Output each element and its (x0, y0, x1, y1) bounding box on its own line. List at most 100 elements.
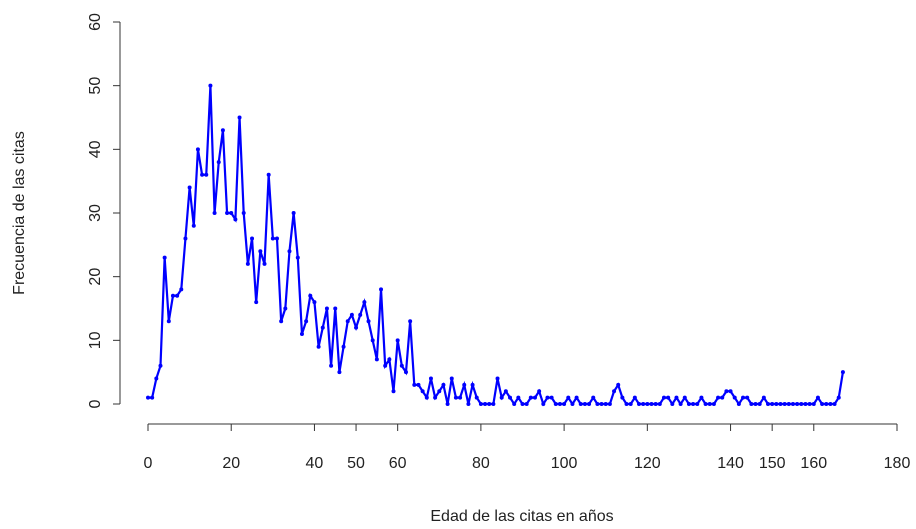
data-line (148, 85, 844, 407)
data-point (462, 382, 467, 387)
data-point (433, 395, 438, 400)
data-point (175, 293, 180, 298)
data-point (695, 402, 700, 406)
data-point (162, 255, 167, 260)
data-point (628, 402, 633, 406)
x-tick-label: 50 (347, 455, 365, 472)
x-tick-label: 180 (884, 455, 911, 472)
data-point (603, 402, 608, 406)
data-point (711, 402, 716, 406)
data-point (503, 389, 508, 394)
data-point (537, 389, 542, 394)
data-point (225, 211, 230, 215)
data-point (387, 357, 392, 362)
data-point (428, 376, 433, 381)
data-point (320, 325, 325, 330)
data-point (170, 293, 175, 298)
data-point (308, 293, 313, 298)
data-point (770, 402, 775, 406)
data-point (782, 402, 787, 406)
data-point (187, 185, 192, 190)
data-point (666, 395, 671, 400)
y-tick-label: 60 (87, 13, 104, 31)
data-point (358, 312, 363, 317)
data-point (483, 402, 488, 406)
x-tick-label: 40 (306, 455, 324, 472)
data-point (258, 249, 263, 254)
data-point (582, 402, 587, 406)
data-point (403, 370, 408, 375)
data-point (158, 363, 163, 368)
data-point (191, 223, 196, 228)
data-point (229, 211, 234, 215)
data-point (395, 338, 400, 343)
data-point (204, 172, 209, 177)
data-point (811, 402, 816, 406)
data-point (545, 395, 550, 400)
data-point (541, 402, 546, 406)
data-point (591, 395, 596, 400)
data-point (732, 395, 737, 400)
data-point (337, 370, 342, 375)
data-point (587, 402, 592, 406)
data-point (661, 395, 666, 400)
data-point (766, 402, 771, 406)
data-point (741, 395, 746, 400)
data-point (524, 402, 529, 406)
data-point (508, 395, 513, 400)
data-point (815, 395, 820, 400)
data-point (790, 402, 795, 406)
data-point (279, 319, 284, 324)
data-point (416, 382, 421, 387)
data-point (807, 402, 812, 406)
data-point (341, 344, 346, 349)
data-point (399, 363, 404, 368)
data-point (383, 363, 388, 368)
data-point (212, 211, 217, 215)
data-point (786, 402, 791, 406)
data-point (678, 402, 683, 406)
data-point (329, 363, 334, 368)
data-point (299, 331, 304, 336)
x-tick-label: 150 (759, 455, 786, 472)
data-point (707, 402, 712, 406)
data-point (840, 370, 845, 375)
data-point (412, 382, 417, 387)
y-tick-label: 10 (87, 331, 104, 349)
data-point (146, 395, 150, 400)
data-point (245, 261, 250, 266)
data-point (820, 402, 825, 406)
data-point (349, 312, 354, 317)
data-point (420, 389, 425, 394)
data-point (291, 211, 296, 215)
data-point (345, 319, 350, 324)
data-point (578, 402, 583, 406)
data-point (532, 395, 537, 400)
x-tick-label: 120 (634, 455, 661, 472)
data-point (557, 402, 562, 406)
data-point (391, 389, 396, 394)
x-tick-label: 0 (144, 455, 153, 472)
data-point (691, 402, 696, 406)
data-point (183, 236, 188, 241)
data-point (354, 325, 359, 330)
y-tick-label: 30 (87, 204, 104, 222)
data-point (324, 306, 329, 311)
x-tick-label: 140 (717, 455, 744, 472)
data-point (379, 287, 384, 292)
data-point (641, 402, 646, 406)
x-tick-label: 80 (472, 455, 490, 472)
data-point (220, 128, 225, 133)
data-point (612, 389, 617, 394)
y-tick-label: 20 (87, 268, 104, 286)
data-point (241, 211, 246, 215)
data-point (624, 402, 629, 406)
data-point (745, 395, 750, 400)
y-axis-title: Frecuencia de las citas (11, 131, 28, 295)
data-point (362, 300, 367, 305)
data-point (237, 115, 242, 120)
data-point (166, 319, 171, 324)
data-point (653, 402, 658, 406)
data-point (728, 389, 733, 394)
data-point (216, 160, 221, 165)
